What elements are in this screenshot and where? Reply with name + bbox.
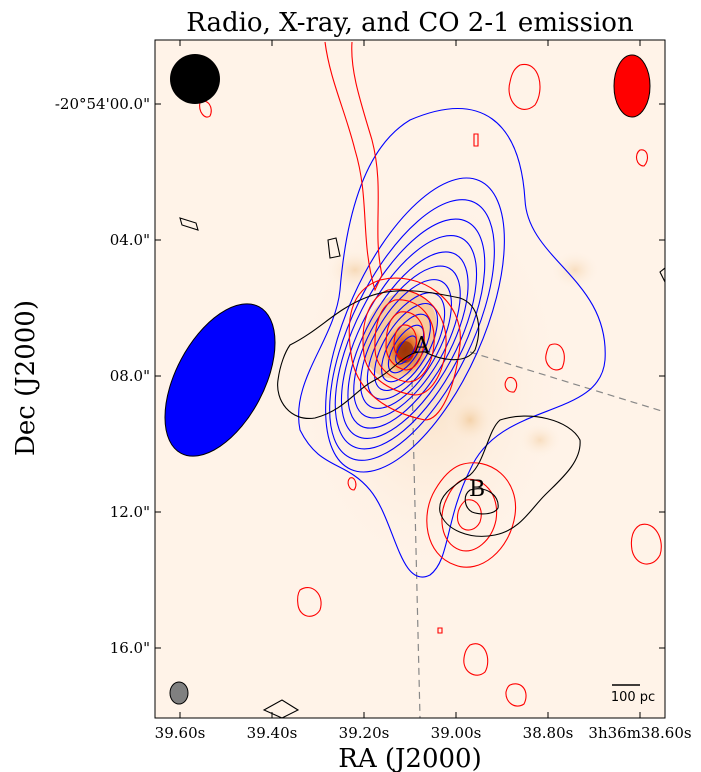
- xray-contours: [179, 217, 665, 718]
- y-axis: -20°54'00.0" 04.0" 08.0" 12.0" 16.0": [55, 95, 665, 657]
- source-label-b: B: [469, 477, 485, 502]
- y-tick-label: -20°54'00.0": [55, 95, 150, 113]
- x-tick-label: 39.20s: [339, 724, 390, 742]
- chart-title: Radio, X-ray, and CO 2-1 emission: [186, 8, 634, 38]
- x-tick-label: 3h36m38.60s: [588, 724, 691, 742]
- beam-gray: [169, 681, 189, 705]
- x-tick-label: 38.80s: [523, 724, 574, 742]
- co-contours: [199, 41, 662, 707]
- y-tick-label: 04.0": [110, 231, 150, 249]
- x-tick-label: 39.00s: [431, 724, 482, 742]
- radio-contour-outer: [298, 108, 606, 578]
- dashed-guide-lines: [411, 351, 665, 718]
- source-label-a: A: [413, 333, 431, 358]
- y-tick-label: 16.0": [110, 639, 150, 657]
- plot-frame: [154, 39, 666, 719]
- beam-red: [613, 54, 651, 118]
- beam-blue: [164, 303, 276, 457]
- y-tick-label: 08.0": [110, 367, 150, 385]
- y-axis-label: Dec (J2000): [11, 300, 41, 456]
- scale-bar-label: 100 pc: [611, 690, 655, 705]
- beam-black: [170, 54, 220, 104]
- x-axis-label: RA (J2000): [338, 744, 482, 772]
- x-tick-label: 39.40s: [247, 724, 298, 742]
- y-tick-label: 12.0": [110, 503, 150, 521]
- x-tick-label: 39.60s: [155, 724, 206, 742]
- x-axis: 39.60s 39.40s 39.20s 39.00s 38.80s 3h36m38.60…: [155, 40, 692, 742]
